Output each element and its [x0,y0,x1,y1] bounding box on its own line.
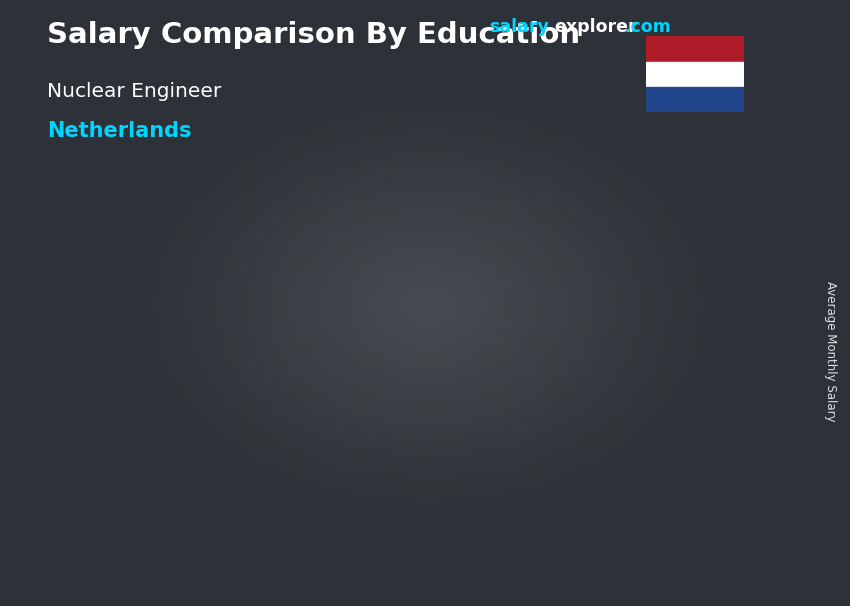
Polygon shape [559,253,578,533]
Bar [87,379,208,533]
Text: explorer: explorer [554,18,637,36]
Text: Master's
Degree: Master's Degree [345,548,422,580]
Text: Netherlands: Netherlands [47,121,191,141]
Text: PhD: PhD [611,548,648,563]
Polygon shape [314,321,332,533]
Text: 15,400 EUR: 15,400 EUR [541,204,648,222]
Text: 11,700 EUR: 11,700 EUR [304,273,411,291]
Polygon shape [68,379,87,533]
Polygon shape [68,372,208,379]
Bar [332,321,454,533]
Text: +31%: +31% [455,168,530,193]
Bar [578,253,700,533]
Text: 8,490 EUR: 8,490 EUR [59,339,155,357]
Text: Bachelor's
Degree: Bachelor's Degree [92,548,185,580]
Text: .com: .com [624,18,671,36]
Bar [646,62,744,87]
Polygon shape [559,247,700,253]
Text: +38%: +38% [190,243,267,267]
Bar [646,36,744,62]
Text: Salary Comparison By Education: Salary Comparison By Education [47,21,580,49]
Bar [646,87,744,112]
Polygon shape [314,314,454,321]
Text: Average Monthly Salary: Average Monthly Salary [824,281,837,422]
Text: salary: salary [489,18,548,36]
Text: Nuclear Engineer: Nuclear Engineer [47,82,221,101]
